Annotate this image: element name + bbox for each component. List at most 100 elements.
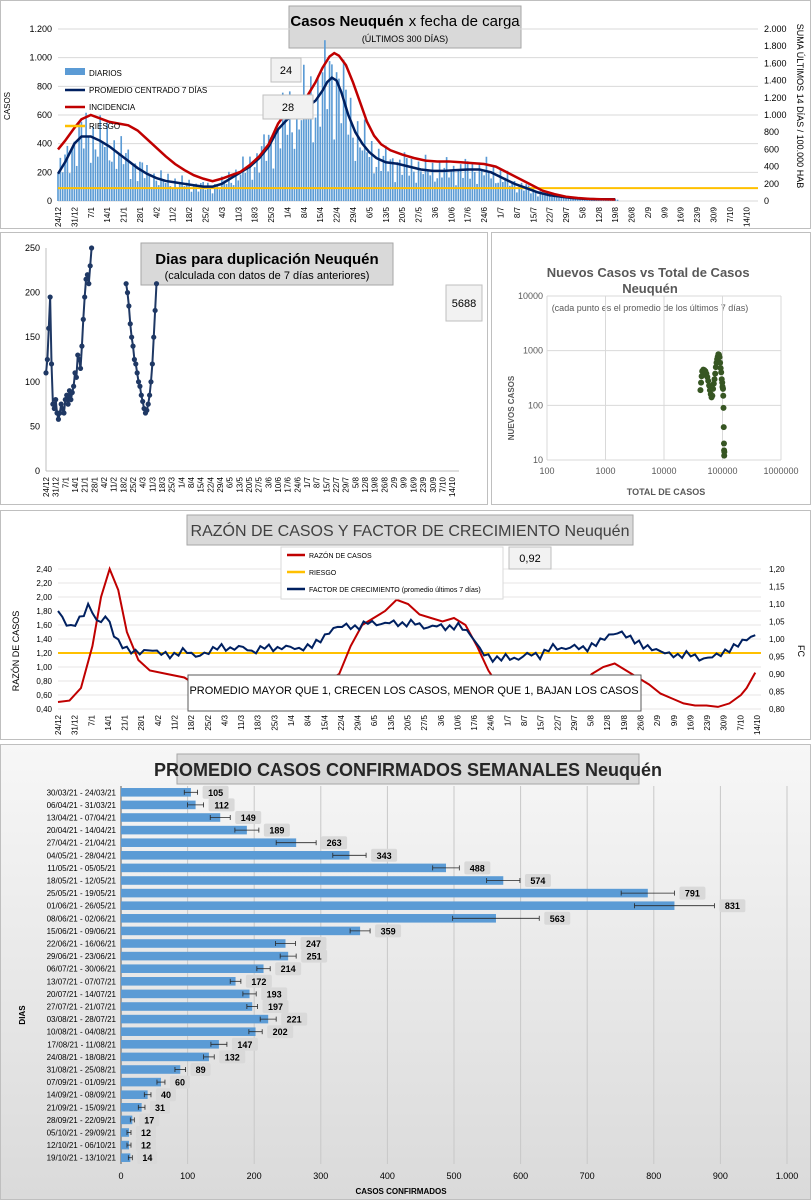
daily-bar xyxy=(616,199,619,201)
x-tick-label: 7/10 xyxy=(438,476,447,492)
series-point xyxy=(134,370,140,376)
y-tick-label: 200 xyxy=(25,288,40,298)
scatter-point xyxy=(721,449,728,456)
annotation-28: 28 xyxy=(282,102,294,114)
daily-bar xyxy=(143,178,146,201)
series-point xyxy=(69,389,75,396)
daily-bar xyxy=(160,170,162,201)
x-tick-label: 1/4 xyxy=(177,476,186,488)
x-tick-label: 700 xyxy=(580,1171,595,1181)
data-label: 202 xyxy=(273,1027,288,1037)
daily-bar xyxy=(576,199,579,201)
y-tick-label: 250 xyxy=(25,243,40,253)
category-label: 30/03/21 - 24/03/21 xyxy=(47,788,117,797)
series-point xyxy=(73,374,79,380)
scatter-point xyxy=(697,387,704,394)
daily-bar xyxy=(270,137,272,201)
daily-bar xyxy=(352,137,354,201)
category-label: 18/05/21 - 12/05/21 xyxy=(47,877,117,886)
category-label: 11/05/21 - 05/05/21 xyxy=(47,864,116,873)
x-tick-label: 20/5 xyxy=(403,714,412,730)
data-label-box xyxy=(300,937,327,950)
y2-tick-label: 1,00 xyxy=(769,635,785,644)
scatter-point xyxy=(717,359,724,366)
data-label-box xyxy=(267,1025,294,1039)
daily-bar xyxy=(345,89,347,201)
series-point xyxy=(130,343,136,349)
x-tick-label: 8/4 xyxy=(304,714,313,726)
x-tick-label: 25/3 xyxy=(267,206,276,222)
daily-bar xyxy=(448,177,450,201)
legend-diarios: DIARIOS xyxy=(89,69,122,78)
daily-bar xyxy=(438,162,441,201)
x-tick-label: 12/8 xyxy=(595,206,604,222)
x-tick-label: 1/7 xyxy=(496,206,505,218)
data-label-box xyxy=(464,861,491,875)
daily-bar xyxy=(80,121,83,201)
bar xyxy=(121,989,250,999)
daily-bar xyxy=(490,178,492,201)
scatter-point xyxy=(720,424,727,431)
y2-tick-label: 0,90 xyxy=(769,670,785,679)
daily-bar xyxy=(209,185,211,201)
data-label: 263 xyxy=(327,838,342,848)
daily-bar xyxy=(174,178,176,201)
y-tick-label: 50 xyxy=(30,421,40,431)
x-tick-label: 14/10 xyxy=(742,206,751,227)
chart-title: PROMEDIO CASOS CONFIRMADOS SEMANALES Neu… xyxy=(154,760,662,780)
data-label: 791 xyxy=(685,889,700,899)
legend-razon: RAZÓN DE CASOS xyxy=(309,551,372,560)
y2-tick-label: 1,10 xyxy=(769,600,785,609)
data-label: 343 xyxy=(377,851,392,861)
daily-bar xyxy=(583,199,586,201)
daily-bar xyxy=(85,112,87,201)
category-label: 05/10/21 - 29/09/21 xyxy=(47,1129,117,1138)
x-tick-label: 14/10 xyxy=(448,476,457,497)
x-tick-label: 11/2 xyxy=(170,714,179,730)
daily-bar xyxy=(274,127,277,201)
daily-bar xyxy=(492,166,495,201)
daily-bar xyxy=(68,173,71,201)
daily-bar xyxy=(565,197,567,201)
daily-bar xyxy=(384,145,387,201)
series-point xyxy=(88,245,95,251)
x-tick-label: 8/7 xyxy=(520,714,529,726)
daily-bar xyxy=(139,161,141,201)
y2-tick-label: 400 xyxy=(764,162,779,172)
scatter-point xyxy=(720,404,727,411)
bar xyxy=(121,1052,209,1062)
x-tick-label: 24/6 xyxy=(293,476,302,492)
x-tick-label: 3/6 xyxy=(431,206,440,218)
y2-tick-label: 1,20 xyxy=(769,565,785,574)
y-tick-label: 1,80 xyxy=(36,607,52,616)
legend-riesgo: RIESGO xyxy=(309,570,337,577)
bar xyxy=(121,1128,129,1137)
note-box xyxy=(187,674,642,712)
x-tick-label: 15/7 xyxy=(537,714,546,730)
daily-bar xyxy=(471,163,474,201)
daily-bar xyxy=(509,185,511,201)
daily-bar xyxy=(597,200,600,201)
scatter-point xyxy=(720,440,727,447)
x-tick-label: 18/3 xyxy=(254,714,263,730)
annotation-box xyxy=(508,546,552,570)
y2-tick-label: 0,80 xyxy=(769,705,785,714)
promedio-line xyxy=(56,76,616,201)
daily-bar xyxy=(558,197,560,201)
bar xyxy=(121,1002,253,1011)
daily-bar xyxy=(464,158,467,201)
series-point xyxy=(152,307,158,314)
data-label: 147 xyxy=(237,1040,252,1050)
daily-bar xyxy=(368,157,371,201)
axis-ticks: 0 200 400 600 800 1.000 1.200 0 200 400 600 800 1.00… xyxy=(29,24,786,227)
data-label-box xyxy=(208,798,235,812)
scatter-point xyxy=(710,385,717,392)
daily-bar xyxy=(251,179,254,201)
data-label-box xyxy=(275,962,302,976)
daily-bar xyxy=(197,191,200,201)
y-tick-label: 150 xyxy=(25,332,40,342)
y-tick-label: 1.000 xyxy=(29,53,52,63)
title-box xyxy=(186,514,634,546)
x-tick-label: 300 xyxy=(313,1171,328,1181)
daily-bar xyxy=(356,121,359,201)
